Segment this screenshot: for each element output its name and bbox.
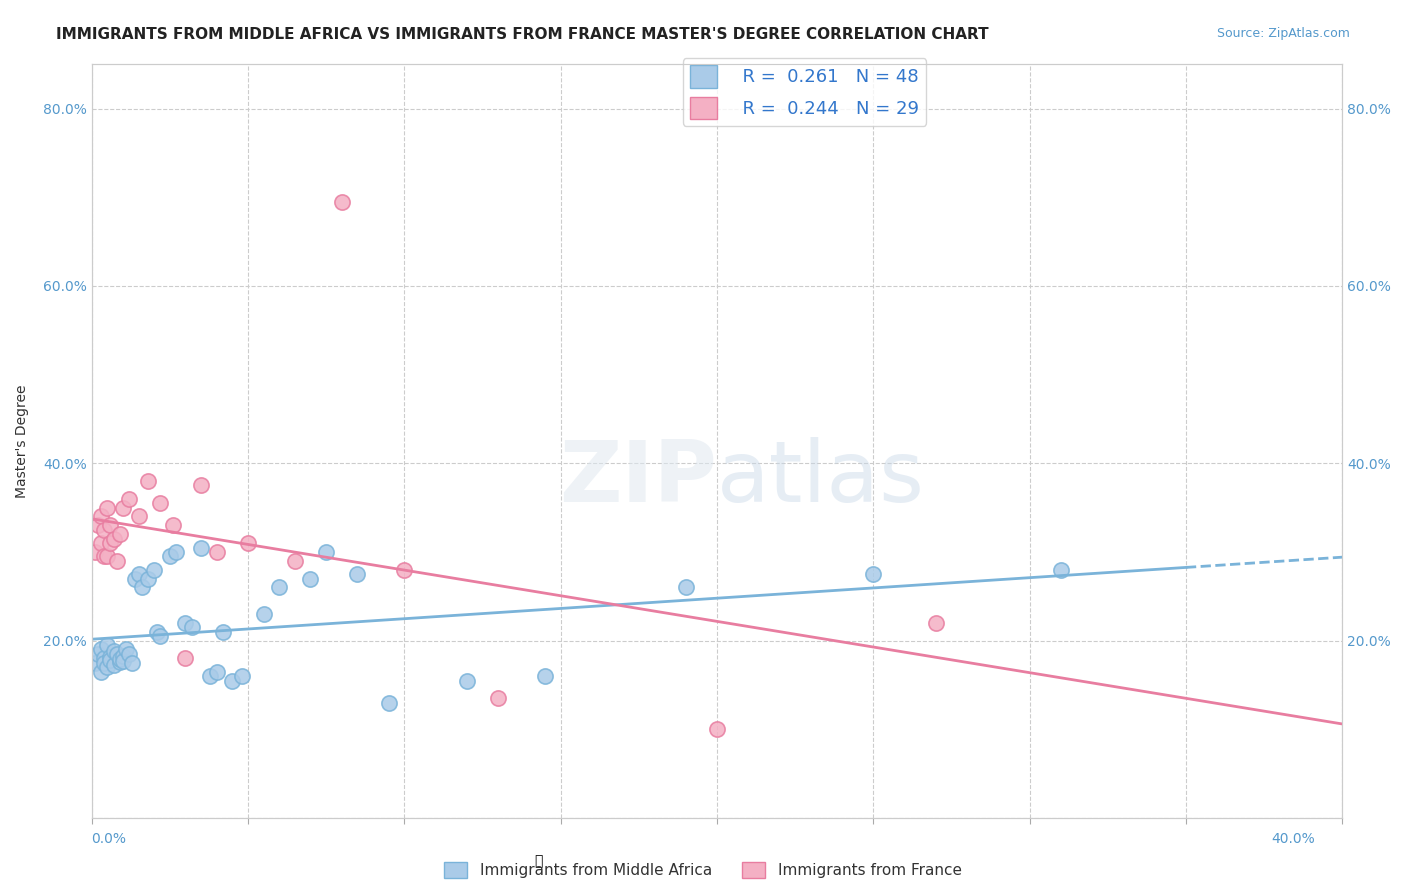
Point xyxy=(90,665,112,679)
Point xyxy=(136,474,159,488)
Point xyxy=(90,509,112,524)
Point xyxy=(121,656,143,670)
Point xyxy=(93,549,115,564)
Point xyxy=(128,509,150,524)
Point xyxy=(96,638,118,652)
Point xyxy=(100,649,122,664)
Point xyxy=(100,653,122,667)
Point xyxy=(103,658,125,673)
Point xyxy=(200,669,222,683)
Point xyxy=(108,655,131,669)
Point xyxy=(96,549,118,564)
Point xyxy=(346,567,368,582)
Point xyxy=(190,541,212,555)
Point xyxy=(231,669,253,683)
Point xyxy=(136,572,159,586)
Point xyxy=(111,654,134,668)
Point xyxy=(174,651,197,665)
Point xyxy=(862,567,884,582)
Point xyxy=(149,629,172,643)
Point xyxy=(205,665,228,679)
Text: Source: ZipAtlas.com: Source: ZipAtlas.com xyxy=(1216,27,1350,40)
Point xyxy=(299,572,322,586)
Point xyxy=(83,545,105,559)
Text: atlas: atlas xyxy=(717,437,925,520)
Point xyxy=(108,527,131,541)
Point xyxy=(90,642,112,657)
Point xyxy=(174,615,197,630)
Y-axis label: Master's Degree: Master's Degree xyxy=(15,384,30,498)
Point xyxy=(96,500,118,515)
Point xyxy=(111,648,134,663)
Point xyxy=(315,545,337,559)
Text: 🔵: 🔵 xyxy=(534,855,543,868)
Point xyxy=(83,656,105,670)
Point xyxy=(205,545,228,559)
Point xyxy=(162,518,184,533)
Point xyxy=(143,563,166,577)
Point xyxy=(212,624,235,639)
Point xyxy=(108,652,131,666)
Point xyxy=(1050,563,1073,577)
Point xyxy=(105,647,128,661)
Text: 0.0%: 0.0% xyxy=(91,832,127,846)
Point xyxy=(149,496,172,510)
Point xyxy=(394,563,416,577)
Point xyxy=(486,691,509,706)
Point xyxy=(269,581,291,595)
Point xyxy=(115,642,138,657)
Point xyxy=(111,500,134,515)
Point xyxy=(131,581,153,595)
Point xyxy=(87,518,110,533)
Point xyxy=(93,651,115,665)
Point xyxy=(103,532,125,546)
Point xyxy=(159,549,181,564)
Point xyxy=(456,673,478,688)
Point xyxy=(925,615,948,630)
Point xyxy=(124,572,146,586)
Point xyxy=(252,607,274,621)
Point xyxy=(675,581,697,595)
Point xyxy=(146,624,169,639)
Point xyxy=(706,723,728,737)
Text: 40.0%: 40.0% xyxy=(1271,832,1315,846)
Point xyxy=(90,536,112,550)
Text: ZIP: ZIP xyxy=(560,437,717,520)
Point xyxy=(221,673,243,688)
Text: IMMIGRANTS FROM MIDDLE AFRICA VS IMMIGRANTS FROM FRANCE MASTER'S DEGREE CORRELAT: IMMIGRANTS FROM MIDDLE AFRICA VS IMMIGRA… xyxy=(56,27,988,42)
Point xyxy=(377,696,399,710)
Point xyxy=(118,491,141,506)
Point xyxy=(93,656,115,670)
Point xyxy=(180,620,202,634)
Point xyxy=(105,554,128,568)
Point xyxy=(93,523,115,537)
Legend: Immigrants from Middle Africa, Immigrants from France: Immigrants from Middle Africa, Immigrant… xyxy=(439,856,967,884)
Point xyxy=(96,660,118,674)
Point xyxy=(100,536,122,550)
Point xyxy=(284,554,307,568)
Point xyxy=(128,567,150,582)
Point xyxy=(534,669,557,683)
Point xyxy=(87,647,110,661)
Point xyxy=(100,518,122,533)
Legend:   R =  0.261   N = 48,   R =  0.244   N = 29: R = 0.261 N = 48, R = 0.244 N = 29 xyxy=(682,58,927,126)
Point xyxy=(236,536,259,550)
Point xyxy=(190,478,212,492)
Point xyxy=(330,194,353,209)
Point xyxy=(118,647,141,661)
Point xyxy=(103,644,125,658)
Point xyxy=(165,545,187,559)
